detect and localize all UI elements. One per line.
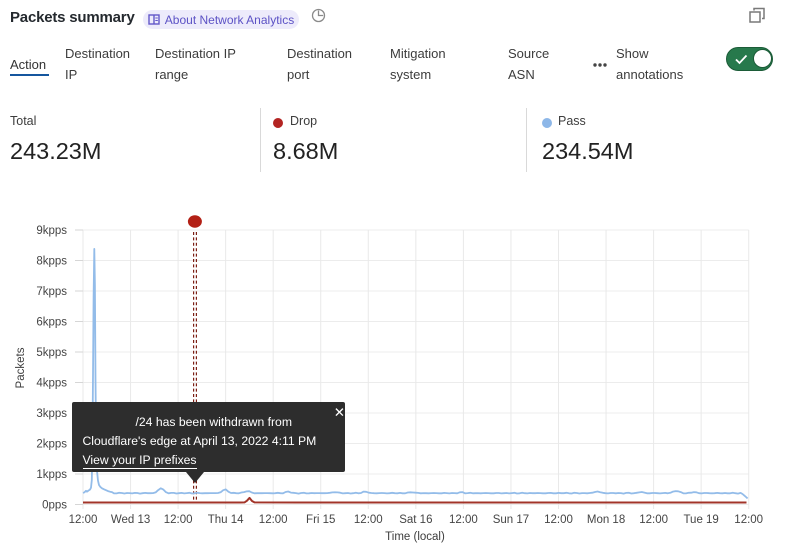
svg-text:Sat 16: Sat 16 <box>399 514 432 526</box>
svg-text:12:00: 12:00 <box>69 514 98 526</box>
svg-text:3kpps: 3kpps <box>36 408 67 420</box>
svg-text:5kpps: 5kpps <box>36 347 67 359</box>
svg-text:Tue 19: Tue 19 <box>683 514 718 526</box>
svg-text:1kpps: 1kpps <box>36 469 67 481</box>
svg-text:12:00: 12:00 <box>544 514 573 526</box>
svg-text:12:00: 12:00 <box>639 514 668 526</box>
svg-text:8kpps: 8kpps <box>36 256 67 268</box>
svg-text:7kpps: 7kpps <box>36 286 67 298</box>
svg-text:Fri 15: Fri 15 <box>306 514 335 526</box>
svg-text:Wed 13: Wed 13 <box>111 514 150 526</box>
svg-text:12:00: 12:00 <box>354 514 383 526</box>
svg-text:9kpps: 9kpps <box>36 225 67 237</box>
svg-text:2kpps: 2kpps <box>36 439 67 451</box>
svg-text:6kpps: 6kpps <box>36 317 67 329</box>
svg-text:12:00: 12:00 <box>734 514 763 526</box>
svg-text:Time (local): Time (local) <box>385 531 445 543</box>
svg-text:12:00: 12:00 <box>164 514 193 526</box>
svg-text:12:00: 12:00 <box>259 514 288 526</box>
svg-text:Mon 18: Mon 18 <box>587 514 625 526</box>
svg-text:0pps: 0pps <box>42 500 67 512</box>
svg-text:Thu 14: Thu 14 <box>208 514 244 526</box>
svg-text:Sun 17: Sun 17 <box>493 514 529 526</box>
svg-text:Packets: Packets <box>15 347 27 388</box>
svg-text:12:00: 12:00 <box>449 514 478 526</box>
svg-text:4kpps: 4kpps <box>36 378 67 390</box>
